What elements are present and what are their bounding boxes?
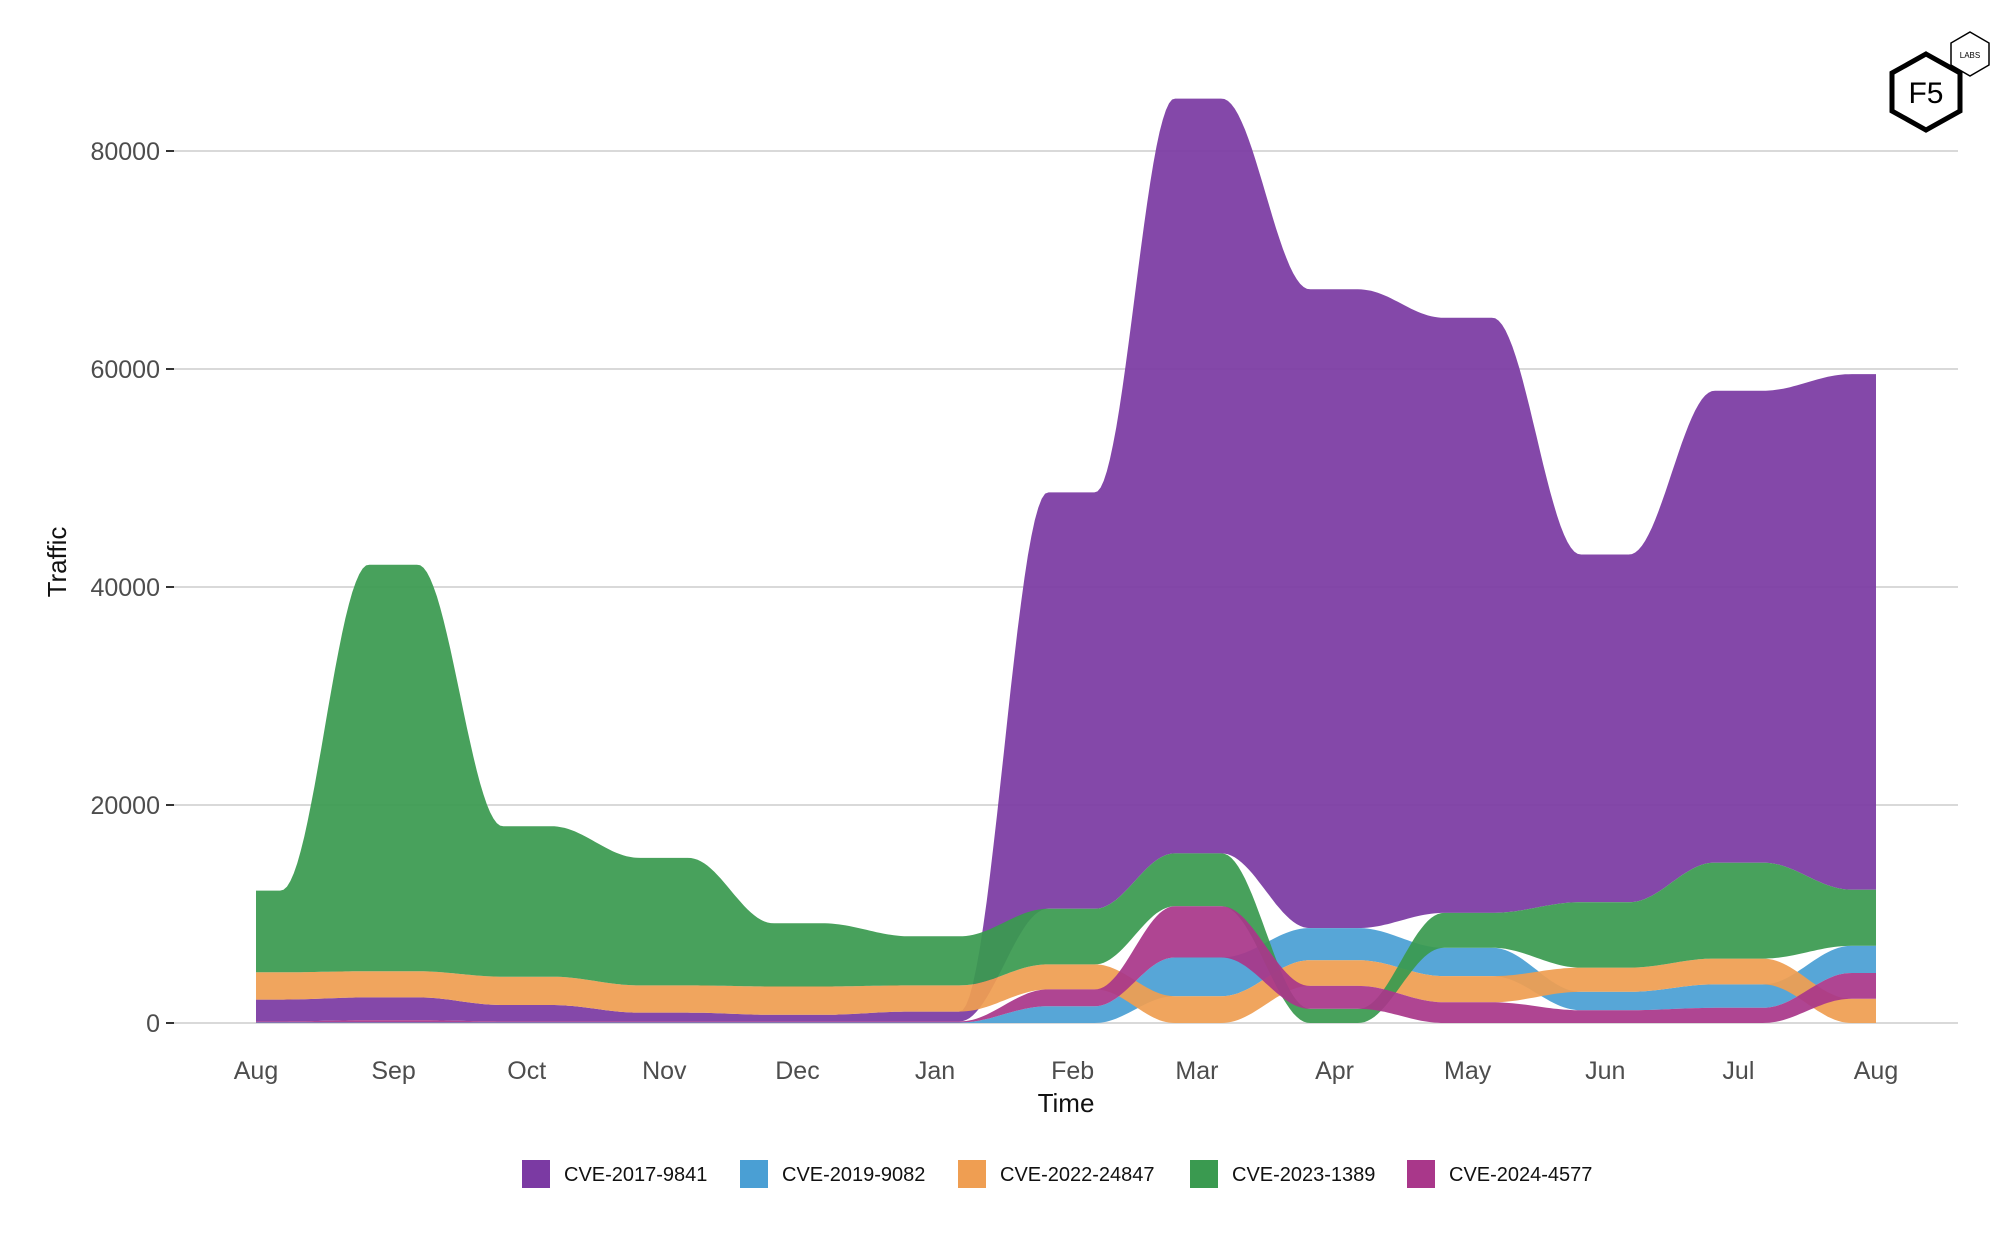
x-tick-label: Sep	[371, 1057, 415, 1085]
y-tick-label: 0	[146, 1010, 160, 1038]
area-cve-2017-9841	[256, 98, 1876, 1022]
x-tick-label: Nov	[642, 1057, 687, 1085]
y-axis: 0 20000 40000 60000 80000	[90, 138, 174, 1038]
x-tick-label: Mar	[1175, 1057, 1218, 1085]
legend-key-cve-2024-4577	[1407, 1160, 1435, 1188]
area-cve-2024-4577	[256, 906, 1876, 1023]
legend-key-cve-2017-9841	[522, 1160, 550, 1188]
logo-sub-text: LABS	[1960, 51, 1980, 60]
x-tick-label: Dec	[775, 1057, 819, 1085]
legend-key-cve-2023-1389	[1190, 1160, 1218, 1188]
legend-label: CVE-2024-4577	[1449, 1164, 1592, 1186]
legend-label: CVE-2023-1389	[1232, 1164, 1375, 1186]
f5-labs-logo: F5 LABS	[1889, 31, 1990, 133]
logo-main-text: F5	[1908, 77, 1943, 110]
x-tick-label: Jun	[1585, 1057, 1625, 1085]
x-tick-label: May	[1444, 1057, 1492, 1085]
x-tick-label: Apr	[1315, 1057, 1354, 1085]
y-tick-label: 40000	[90, 574, 160, 602]
x-tick-label: Aug	[234, 1057, 278, 1085]
x-axis: Aug Sep Oct Nov Dec Jan Feb Mar Apr May Jun Jul Aug	[234, 1057, 1898, 1085]
area-cve-2023-1389	[256, 564, 1876, 1023]
y-tick-label: 80000	[90, 138, 160, 166]
legend-key-cve-2022-24847	[958, 1160, 986, 1188]
legend-label: CVE-2022-24847	[1000, 1164, 1155, 1186]
legend: CVE-2017-9841 CVE-2019-9082 CVE-2022-24847…	[522, 1160, 1592, 1188]
legend-label: CVE-2019-9082	[782, 1164, 925, 1186]
y-axis-title: Traffic	[42, 527, 72, 598]
x-tick-label: Jan	[915, 1057, 955, 1085]
legend-label: CVE-2017-9841	[564, 1164, 707, 1186]
legend-key-cve-2019-9082	[740, 1160, 768, 1188]
x-tick-label: Jul	[1722, 1057, 1754, 1085]
x-tick-label: Oct	[507, 1057, 546, 1085]
x-axis-title: Time	[1038, 1088, 1095, 1118]
area-cve-2022-24847	[256, 958, 1876, 1023]
x-tick-label: Aug	[1854, 1057, 1898, 1085]
x-tick-label: Feb	[1051, 1057, 1094, 1085]
area-cve-2019-9082	[256, 928, 1876, 1023]
y-tick-label: 20000	[90, 792, 160, 820]
series-areas	[256, 98, 1876, 1023]
y-tick-label: 60000	[90, 356, 160, 384]
